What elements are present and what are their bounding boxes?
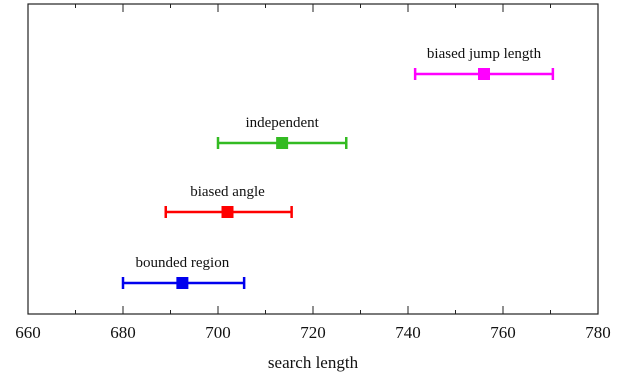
x-tick-label: 660 [15, 323, 41, 342]
series-label: biased angle [190, 184, 265, 200]
x-axis-ticks [27, 4, 599, 314]
point-marker [276, 137, 289, 149]
series-group: bounded region [121, 255, 246, 289]
x-tick-label: 760 [490, 323, 516, 342]
x-tick-label: 680 [110, 323, 136, 342]
series-group: independent [216, 115, 348, 149]
series-group: biased jump length [413, 46, 555, 80]
x-tick-label: 720 [300, 323, 326, 342]
x-axis-label: search length [268, 353, 359, 372]
x-tick-label: 740 [395, 323, 421, 342]
series-label: bounded region [136, 255, 230, 271]
point-marker [478, 68, 490, 80]
data-marks: bounded region biased angle independent bia… [121, 46, 555, 289]
series-label: biased jump length [427, 46, 542, 62]
x-axis-tick-labels: 660 680 700 720 740 760 780 [15, 323, 611, 342]
x-tick-label: 700 [205, 323, 231, 342]
point-marker [221, 206, 234, 218]
series-group: biased angle [164, 184, 293, 218]
series-label: independent [245, 115, 319, 131]
point-marker [176, 277, 189, 289]
x-tick-label: 780 [585, 323, 611, 342]
